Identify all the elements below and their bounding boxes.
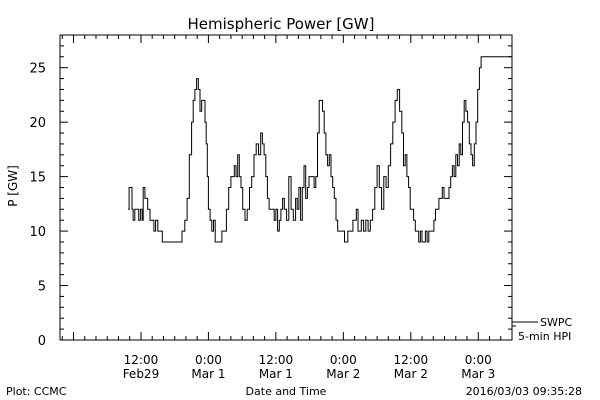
x-tick-label-time: 0:00	[465, 353, 492, 367]
y-tick-label: 15	[29, 171, 46, 186]
y-tick-label: 20	[29, 116, 46, 131]
y-tick-label: 0	[38, 334, 46, 349]
footer-plot-credit: Plot: CCMC	[6, 385, 67, 398]
y-tick-label: 10	[29, 225, 46, 240]
x-tick-label-date: Mar 3	[461, 367, 495, 381]
y-axis-label: P [GW]	[6, 165, 20, 207]
footer-timestamp: 2016/03/03 09:35:28	[466, 385, 582, 398]
x-tick-label-date: Feb29	[123, 367, 160, 381]
x-axis-label: Date and Time	[246, 385, 327, 398]
legend-label-hpi: 5-min HPI	[518, 330, 571, 343]
chart-title: Hemispheric Power [GW]	[188, 15, 375, 33]
x-tick-label-date: Mar 2	[394, 367, 428, 381]
y-axis: 0 5 10 15 20 25	[29, 34, 512, 349]
legend: SWPC 5-min HPI	[512, 316, 572, 343]
x-tick-label-time: 0:00	[195, 353, 222, 367]
x-tick-label-time: 0:00	[330, 353, 357, 367]
x-tick-label-date: Mar 1	[191, 367, 225, 381]
y-tick-label: 25	[29, 62, 46, 77]
x-tick-label-time: 12:00	[124, 353, 159, 367]
x-tick-label-time: 12:00	[259, 353, 294, 367]
y-tick-label: 5	[38, 280, 46, 295]
x-tick-label-date: Mar 1	[259, 367, 293, 381]
x-tick-label-date: Mar 2	[326, 367, 360, 381]
hemispheric-power-series-line	[128, 56, 512, 243]
x-tick-label-time: 12:00	[394, 353, 429, 367]
legend-label-swpc: SWPC	[540, 316, 572, 329]
